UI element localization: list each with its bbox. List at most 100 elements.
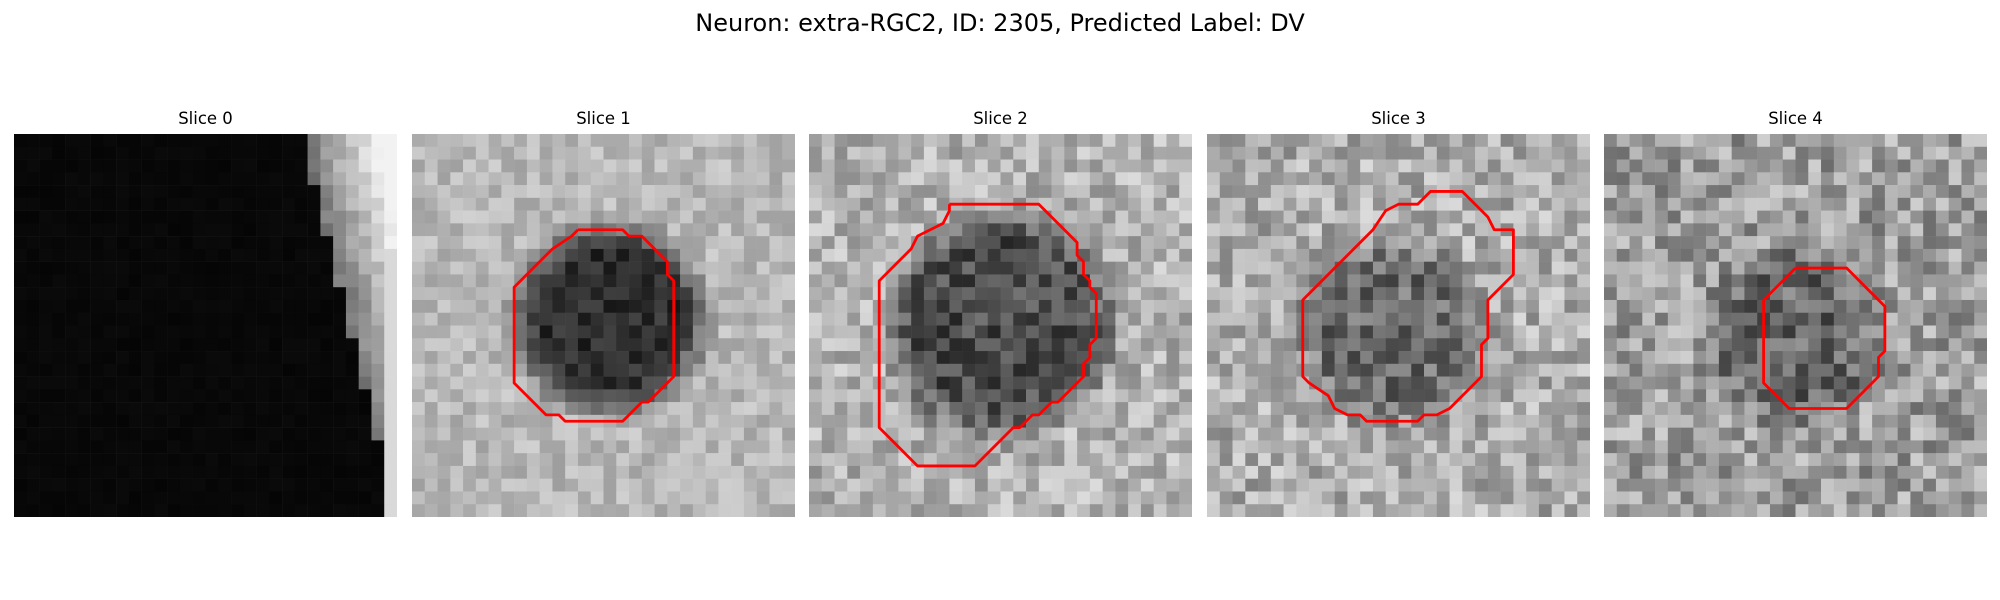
pixel xyxy=(577,440,591,454)
pixel xyxy=(872,172,886,186)
pixel xyxy=(412,287,426,301)
pixel xyxy=(1948,338,1962,352)
pixel xyxy=(1744,427,1758,441)
pixel xyxy=(1846,338,1860,352)
pixel xyxy=(1398,478,1412,492)
pixel xyxy=(1153,440,1167,454)
pixel xyxy=(1948,210,1962,224)
pixel xyxy=(141,491,155,505)
pixel xyxy=(1000,363,1014,377)
pixel xyxy=(1821,159,1835,173)
pixel xyxy=(1718,504,1732,517)
pixel xyxy=(987,261,1001,275)
pixel xyxy=(616,312,630,326)
pixel xyxy=(1604,146,1618,160)
pixel xyxy=(1321,325,1335,339)
pixel xyxy=(1551,478,1565,492)
pixel xyxy=(475,491,489,505)
pixel xyxy=(667,210,681,224)
pixel xyxy=(847,172,861,186)
pixel xyxy=(141,248,155,262)
pixel xyxy=(782,299,795,313)
pixel xyxy=(885,351,899,365)
pixel xyxy=(1077,478,1091,492)
pixel xyxy=(1808,287,1822,301)
pixel xyxy=(1629,338,1643,352)
pixel xyxy=(1398,351,1412,365)
pixel xyxy=(1923,440,1937,454)
pixel xyxy=(345,338,359,352)
pixel xyxy=(1179,261,1192,275)
pixel xyxy=(731,236,745,250)
pixel xyxy=(154,402,168,416)
pixel xyxy=(1347,197,1361,211)
pixel xyxy=(167,453,181,467)
pixel xyxy=(1961,159,1975,173)
pixel xyxy=(1089,363,1103,377)
pixel xyxy=(1564,363,1578,377)
pixel xyxy=(1616,338,1630,352)
pixel xyxy=(552,478,566,492)
pixel xyxy=(936,261,950,275)
pixel xyxy=(103,389,117,403)
pixel xyxy=(320,159,334,173)
pixel xyxy=(1436,478,1450,492)
pixel xyxy=(577,351,591,365)
pixel xyxy=(1334,274,1348,288)
pixel xyxy=(769,210,783,224)
pixel xyxy=(1500,299,1514,313)
pixel xyxy=(1115,287,1129,301)
pixel xyxy=(590,491,604,505)
pixel xyxy=(885,287,899,301)
pixel xyxy=(782,274,795,288)
pixel xyxy=(231,478,245,492)
pixel xyxy=(1808,248,1822,262)
pixel xyxy=(345,363,359,377)
pixel xyxy=(603,312,617,326)
pixel xyxy=(1629,146,1643,160)
pixel xyxy=(488,491,502,505)
pixel xyxy=(26,504,40,517)
pixel xyxy=(514,491,528,505)
pixel xyxy=(769,248,783,262)
pixel xyxy=(962,402,976,416)
pixel xyxy=(1680,376,1694,390)
pixel xyxy=(1718,236,1732,250)
pixel xyxy=(1398,172,1412,186)
pixel xyxy=(1051,363,1065,377)
pixel xyxy=(911,351,925,365)
pixel xyxy=(294,172,308,186)
pixel xyxy=(629,172,643,186)
pixel xyxy=(412,134,426,148)
pixel xyxy=(1038,453,1052,467)
pixel xyxy=(974,414,988,428)
pixel xyxy=(52,312,66,326)
pixel xyxy=(1166,159,1180,173)
pixel xyxy=(437,376,451,390)
pixel xyxy=(1283,197,1297,211)
panel-slice-3: Slice 3 xyxy=(1207,108,1590,517)
pixel xyxy=(898,223,912,237)
pixel xyxy=(371,236,385,250)
pixel xyxy=(1283,223,1297,237)
pixel xyxy=(218,440,232,454)
pixel xyxy=(384,414,397,428)
pixel xyxy=(1693,312,1707,326)
pixel xyxy=(1769,491,1783,505)
pixel xyxy=(756,134,770,148)
pixel xyxy=(128,440,142,454)
pixel xyxy=(860,146,874,160)
pixel xyxy=(718,376,732,390)
pixel xyxy=(834,146,848,160)
pixel xyxy=(345,453,359,467)
pixel xyxy=(26,210,40,224)
pixel xyxy=(1038,312,1052,326)
pixel xyxy=(269,440,283,454)
pixel xyxy=(1102,414,1116,428)
pixel xyxy=(834,312,848,326)
pixel xyxy=(1140,363,1154,377)
pixel xyxy=(52,172,66,186)
pixel xyxy=(1013,453,1027,467)
pixel xyxy=(782,376,795,390)
pixel xyxy=(1642,478,1656,492)
